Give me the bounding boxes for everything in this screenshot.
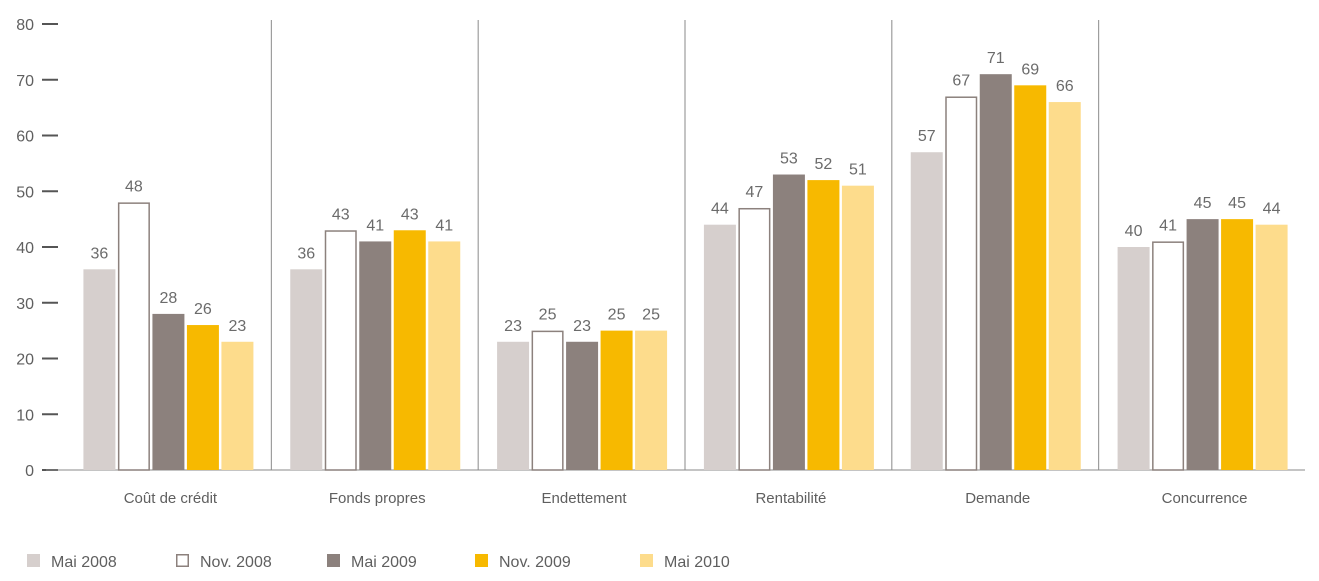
data-label: 69: [1021, 61, 1039, 78]
legend: Mai 2008 Nov. 2008 Mai 2009 Nov. 2009 Mai 20…: [27, 554, 730, 571]
y-tick-label: 80: [16, 17, 34, 34]
data-label: 36: [297, 245, 315, 262]
data-label: 53: [780, 151, 798, 168]
legend-swatch: [640, 554, 653, 567]
legend-label: Mai 2008: [51, 554, 117, 571]
bar: [1152, 241, 1185, 471]
data-label: 67: [952, 72, 970, 89]
y-tick-label: 70: [16, 73, 34, 90]
bar: [841, 185, 874, 471]
y-tick-label: 50: [16, 184, 34, 201]
data-label: 57: [918, 128, 936, 145]
data-label: 51: [849, 162, 867, 179]
data-label: 28: [160, 290, 178, 307]
bar: [910, 152, 943, 470]
category-label: Fonds propres: [329, 490, 426, 507]
data-label: 25: [539, 307, 557, 324]
bar: [83, 269, 116, 470]
y-tick-label: 20: [16, 352, 34, 369]
legend-swatch: [327, 554, 340, 567]
bar: [393, 230, 426, 470]
bar: [117, 202, 150, 471]
y-tick-label: 30: [16, 296, 34, 313]
data-label: 23: [504, 318, 522, 335]
data-label: 48: [125, 178, 143, 195]
bar: [1221, 219, 1254, 470]
bar: [703, 224, 736, 470]
data-label: 23: [229, 318, 247, 335]
y-tick-label: 0: [25, 463, 34, 480]
bar: [1117, 247, 1150, 470]
bar: [221, 341, 254, 470]
data-label: 36: [91, 245, 109, 262]
bar: [979, 74, 1012, 471]
data-label: 41: [435, 217, 453, 234]
legend-label: Nov. 2008: [200, 554, 272, 571]
bar: [772, 174, 805, 470]
legend-label: Mai 2010: [664, 554, 730, 571]
data-label: 47: [746, 184, 764, 201]
category-label: Endettement: [542, 490, 628, 507]
data-label: 43: [332, 206, 350, 223]
bar: [807, 180, 840, 470]
legend-swatch: [176, 554, 189, 567]
data-label: 43: [401, 206, 419, 223]
bar: [290, 269, 323, 470]
bars: [83, 74, 1288, 471]
data-label: 44: [1263, 201, 1281, 218]
y-axis: 0 10 20 30 40 50 60 70 80: [16, 17, 1305, 480]
category-label: Concurrence: [1162, 490, 1248, 507]
bar: [635, 330, 668, 470]
category-labels: Coût de crédit Fonds propres Endettement Re…: [124, 490, 1248, 507]
data-label: 66: [1056, 78, 1074, 95]
category-label: Rentabilité: [755, 490, 826, 507]
data-label: 40: [1125, 223, 1143, 240]
data-label: 45: [1194, 195, 1212, 212]
y-tick-label: 10: [16, 407, 34, 424]
bar: [566, 341, 599, 470]
data-label: 45: [1228, 195, 1246, 212]
data-label: 25: [608, 307, 626, 324]
bar: [1186, 219, 1219, 470]
legend-label: Mai 2009: [351, 554, 417, 571]
legend-label: Nov. 2009: [499, 554, 571, 571]
bar: [531, 330, 564, 471]
bar: [324, 230, 357, 471]
bar: [1255, 224, 1288, 470]
data-label: 41: [1159, 217, 1177, 234]
legend-swatch: [475, 554, 488, 567]
bar: [428, 241, 461, 470]
bar: [600, 330, 633, 470]
data-label: 71: [987, 50, 1005, 67]
data-label: 41: [366, 217, 384, 234]
data-label: 52: [815, 156, 833, 173]
data-label: 44: [711, 201, 729, 218]
bar: [359, 241, 392, 470]
bar: [945, 96, 978, 471]
data-label: 23: [573, 318, 591, 335]
data-labels: 36 48 28 26 23 36 43 41 43 41 23 25 23 25 25 44 47 53 52 51…: [91, 50, 1281, 335]
data-label: 26: [194, 301, 212, 318]
bar: [152, 313, 185, 470]
bar: [186, 325, 219, 470]
bar: [1048, 102, 1081, 471]
legend-swatch: [27, 554, 40, 567]
bar: [738, 207, 771, 471]
bar: [1014, 85, 1047, 470]
category-label: Demande: [965, 490, 1030, 507]
y-tick-label: 60: [16, 129, 34, 146]
category-separators: [270, 20, 1100, 470]
bar: [497, 341, 530, 470]
category-label: Coût de crédit: [124, 490, 218, 507]
y-tick-label: 40: [16, 240, 34, 257]
data-label: 25: [642, 307, 660, 324]
